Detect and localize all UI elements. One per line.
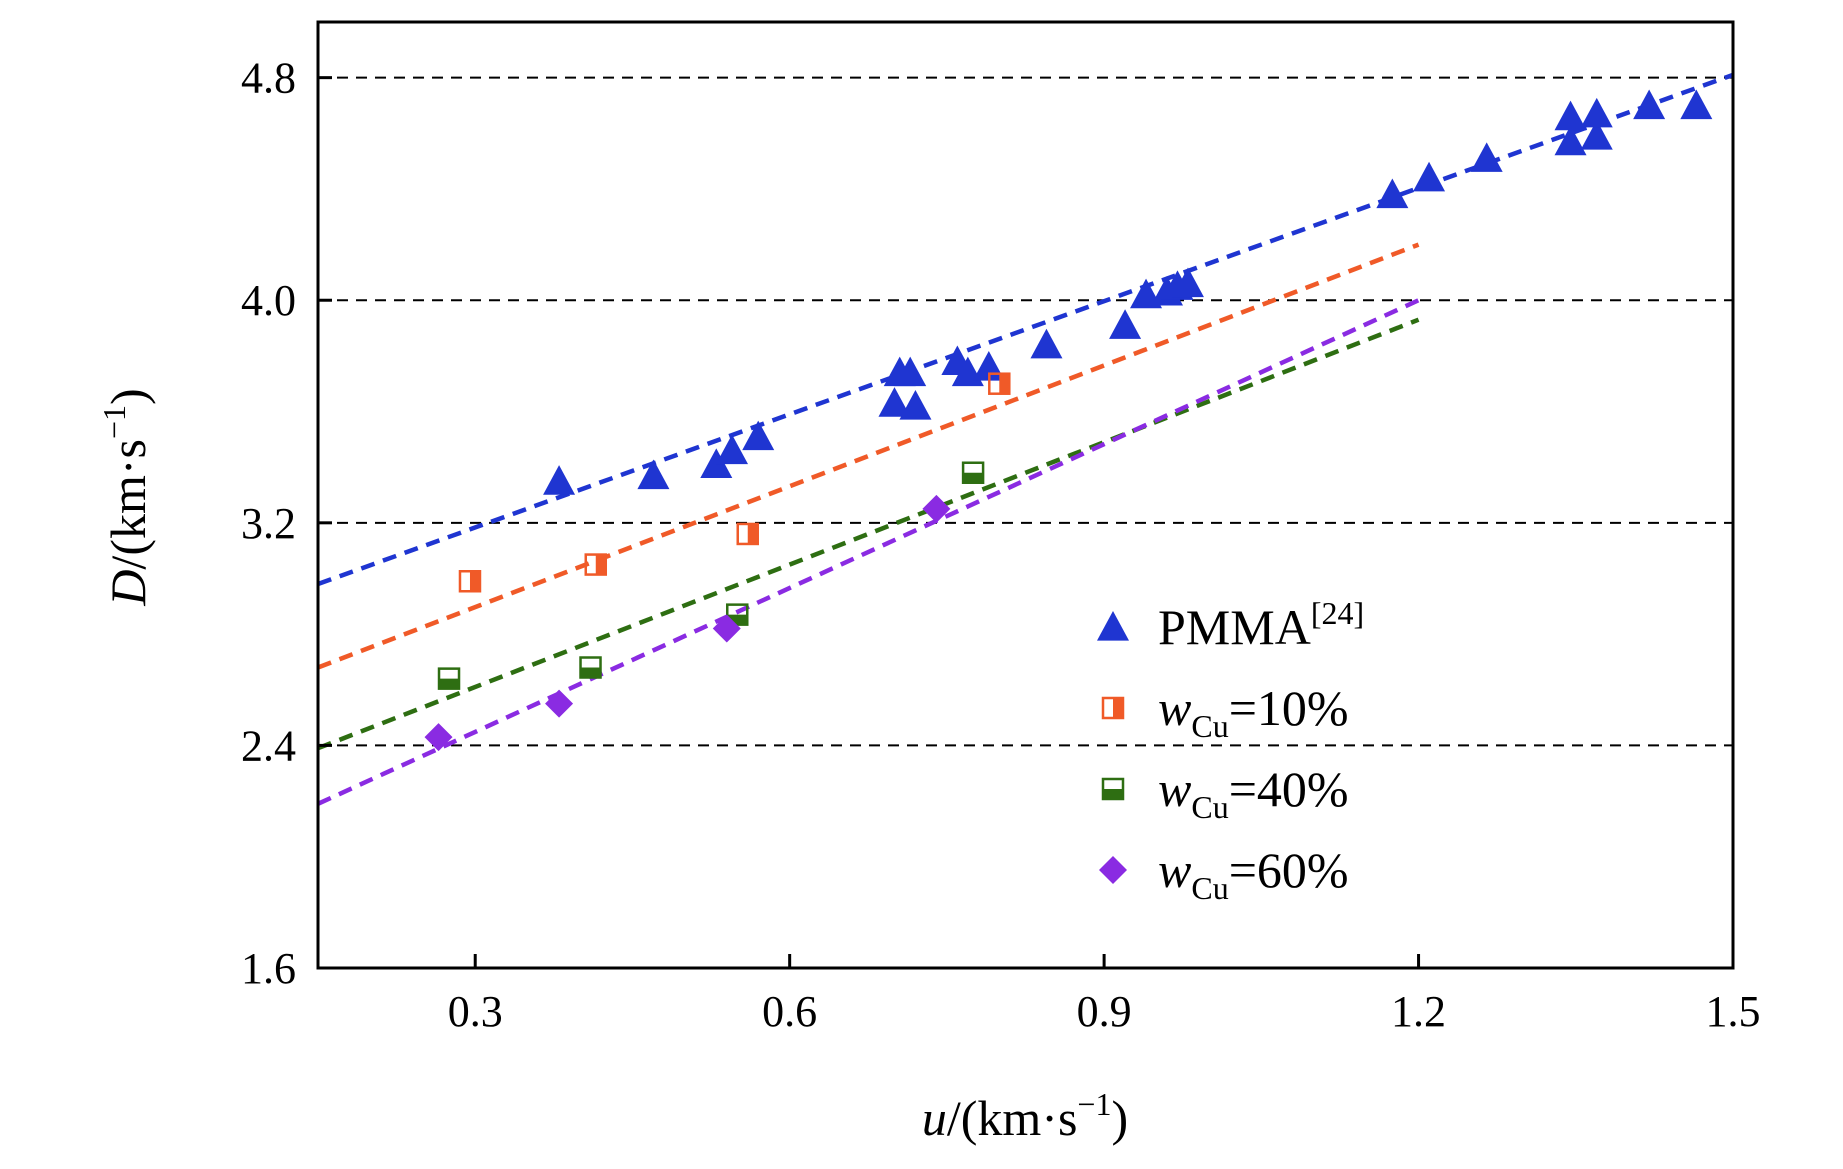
legend-label-pmma: PMMA[24] [1158, 595, 1364, 655]
x-axis-label: u/(km·s−1) [922, 1086, 1128, 1146]
x-tick-label: 0.9 [1077, 987, 1132, 1036]
pmma-point [716, 434, 749, 465]
legend-label-sub: Cu [1191, 789, 1228, 825]
y-axis-label-close: ) [100, 388, 156, 405]
x-tick-label: 0.6 [762, 987, 817, 1036]
legend-marker-cu40 [1101, 777, 1125, 801]
y-axis-label: D/(km·s−1) [96, 388, 156, 606]
legend-marker-cu10 [1101, 696, 1125, 720]
pmma-point [1680, 89, 1713, 120]
legend-label-cu60: wCu=60% [1158, 842, 1349, 906]
legend-entry-pmma: PMMA[24] [1097, 595, 1364, 655]
cu10-point [584, 553, 608, 576]
x-tick-label: 1.2 [1391, 987, 1446, 1036]
pmma-point [1633, 89, 1666, 120]
legend-label-cu10: wCu=10% [1158, 680, 1349, 744]
pmma-point [1109, 309, 1142, 339]
pmma-point [637, 459, 670, 490]
legend-label-sup: [24] [1311, 595, 1364, 631]
cu60-fit-line [317, 298, 1420, 806]
legend-marker-cu60 [1099, 856, 1127, 884]
plot-frame [316, 20, 1735, 970]
x-axis-label-rest: /(km·s [947, 1090, 1078, 1146]
legend-label-main: w [1158, 842, 1191, 898]
grid-lines [318, 76, 1733, 747]
y-axis-label-rest: /(km·s [100, 439, 156, 570]
legend-label-cu40: wCu=40% [1158, 761, 1349, 825]
legend-label-sub: Cu [1191, 870, 1228, 906]
x-tick-label: 1.5 [1706, 987, 1761, 1036]
y-axis-label-italic: D [100, 570, 156, 607]
pmma-point [1470, 142, 1503, 172]
pmma-point [878, 387, 911, 417]
y-tick-label: 3.2 [241, 499, 296, 548]
cu10-point [988, 372, 1011, 395]
legend-label-tail: =40% [1229, 761, 1349, 817]
y-axis-label-sup: −1 [96, 405, 132, 439]
pmma-point [742, 420, 775, 451]
y-tick-label: 1.6 [241, 944, 296, 993]
axis-ticks: 0.3 0.6 0.9 1.2 1.5 1.6 2.4 3.2 4.0 4.8 [241, 54, 1761, 1036]
pmma-point [1554, 125, 1587, 156]
cu10-point [458, 570, 482, 593]
legend-label-tail: =10% [1229, 680, 1349, 736]
pmma-point [1376, 178, 1409, 209]
pmma-point [1580, 120, 1613, 150]
pmma-point [700, 448, 733, 478]
pmma-point [1030, 328, 1063, 359]
cu60-point [712, 614, 741, 643]
cu40-point [961, 461, 985, 484]
cu60-point [545, 689, 574, 718]
y-tick-label: 4.8 [241, 54, 296, 103]
legend-label-main: w [1158, 680, 1191, 736]
legend-entry-cu10: wCu=10% [1101, 680, 1349, 744]
pmma-point [894, 356, 927, 387]
cu60-point [424, 723, 453, 752]
pmma-point [1171, 267, 1204, 298]
legend-label-main: w [1158, 761, 1191, 817]
cu40-point [437, 667, 461, 690]
legend-marker-pmma [1097, 611, 1129, 641]
pmma-point [1413, 161, 1446, 192]
data-points [424, 89, 1713, 752]
y-tick-label: 4.0 [241, 276, 296, 325]
pmma-point [899, 389, 932, 420]
x-tick-label: 0.3 [448, 987, 503, 1036]
legend-label-main: PMMA [1158, 599, 1311, 655]
y-tick-label: 2.4 [241, 721, 296, 770]
cu40-fit-line [317, 317, 1420, 751]
cu10-fit-line [317, 242, 1420, 670]
x-axis-label-italic: u [922, 1090, 947, 1146]
cu60-point [922, 494, 951, 523]
fit-lines [317, 72, 1734, 806]
pmma-point [1580, 97, 1613, 128]
pmma-point [543, 465, 576, 495]
cu40-point [726, 603, 749, 626]
pmma-point [1554, 100, 1587, 131]
legend-label-tail: =60% [1229, 842, 1349, 898]
legend: PMMA[24]wCu=10%wCu=40%wCu=60% [1097, 595, 1364, 906]
legend-entry-cu40: wCu=40% [1101, 761, 1349, 825]
x-axis-label-sup: −1 [1077, 1086, 1111, 1122]
cu10-point [736, 522, 759, 546]
legend-label-sub: Cu [1191, 708, 1228, 744]
cu40-point [579, 656, 602, 679]
legend-entry-cu60: wCu=60% [1099, 842, 1349, 906]
x-axis-label-close: ) [1111, 1090, 1128, 1146]
pmma-fit-line [317, 72, 1734, 587]
